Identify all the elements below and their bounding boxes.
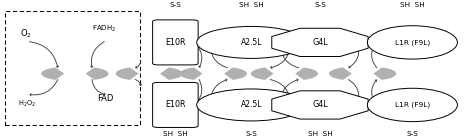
Text: O$_2$: O$_2$ (20, 27, 32, 40)
Text: SH  SH: SH SH (308, 131, 332, 137)
Wedge shape (160, 67, 183, 80)
Text: FADH$_2$: FADH$_2$ (92, 24, 117, 34)
Text: L1R (F9L): L1R (F9L) (395, 102, 430, 108)
Wedge shape (41, 67, 64, 80)
Text: L1R (F9L): L1R (F9L) (395, 39, 430, 46)
Text: H$_2$O$_2$: H$_2$O$_2$ (18, 99, 36, 109)
Wedge shape (224, 67, 247, 80)
Text: S-S: S-S (314, 2, 326, 8)
Text: S-S: S-S (245, 131, 257, 137)
Text: G4L: G4L (312, 100, 328, 109)
Text: S-S: S-S (406, 131, 419, 137)
Text: E10R: E10R (165, 38, 186, 47)
Text: SH  SH: SH SH (163, 131, 188, 137)
Text: E10R: E10R (165, 100, 186, 109)
Wedge shape (86, 67, 109, 80)
Text: FAD: FAD (98, 94, 114, 103)
Polygon shape (272, 28, 368, 57)
Text: S-S: S-S (169, 2, 182, 8)
Ellipse shape (367, 88, 457, 122)
Text: A2.5L: A2.5L (240, 100, 262, 109)
Wedge shape (329, 67, 352, 80)
Wedge shape (180, 67, 202, 80)
Text: SH  SH: SH SH (400, 2, 425, 8)
Wedge shape (295, 67, 318, 80)
Wedge shape (116, 67, 138, 80)
Circle shape (197, 89, 306, 121)
Text: A2.5L: A2.5L (240, 38, 262, 47)
Wedge shape (374, 67, 396, 80)
FancyBboxPatch shape (153, 20, 198, 65)
Polygon shape (272, 91, 368, 119)
Circle shape (197, 26, 306, 58)
Ellipse shape (367, 26, 457, 59)
Text: SH  SH: SH SH (239, 2, 264, 8)
Text: G4L: G4L (312, 38, 328, 47)
FancyBboxPatch shape (153, 82, 198, 127)
Wedge shape (251, 67, 273, 80)
